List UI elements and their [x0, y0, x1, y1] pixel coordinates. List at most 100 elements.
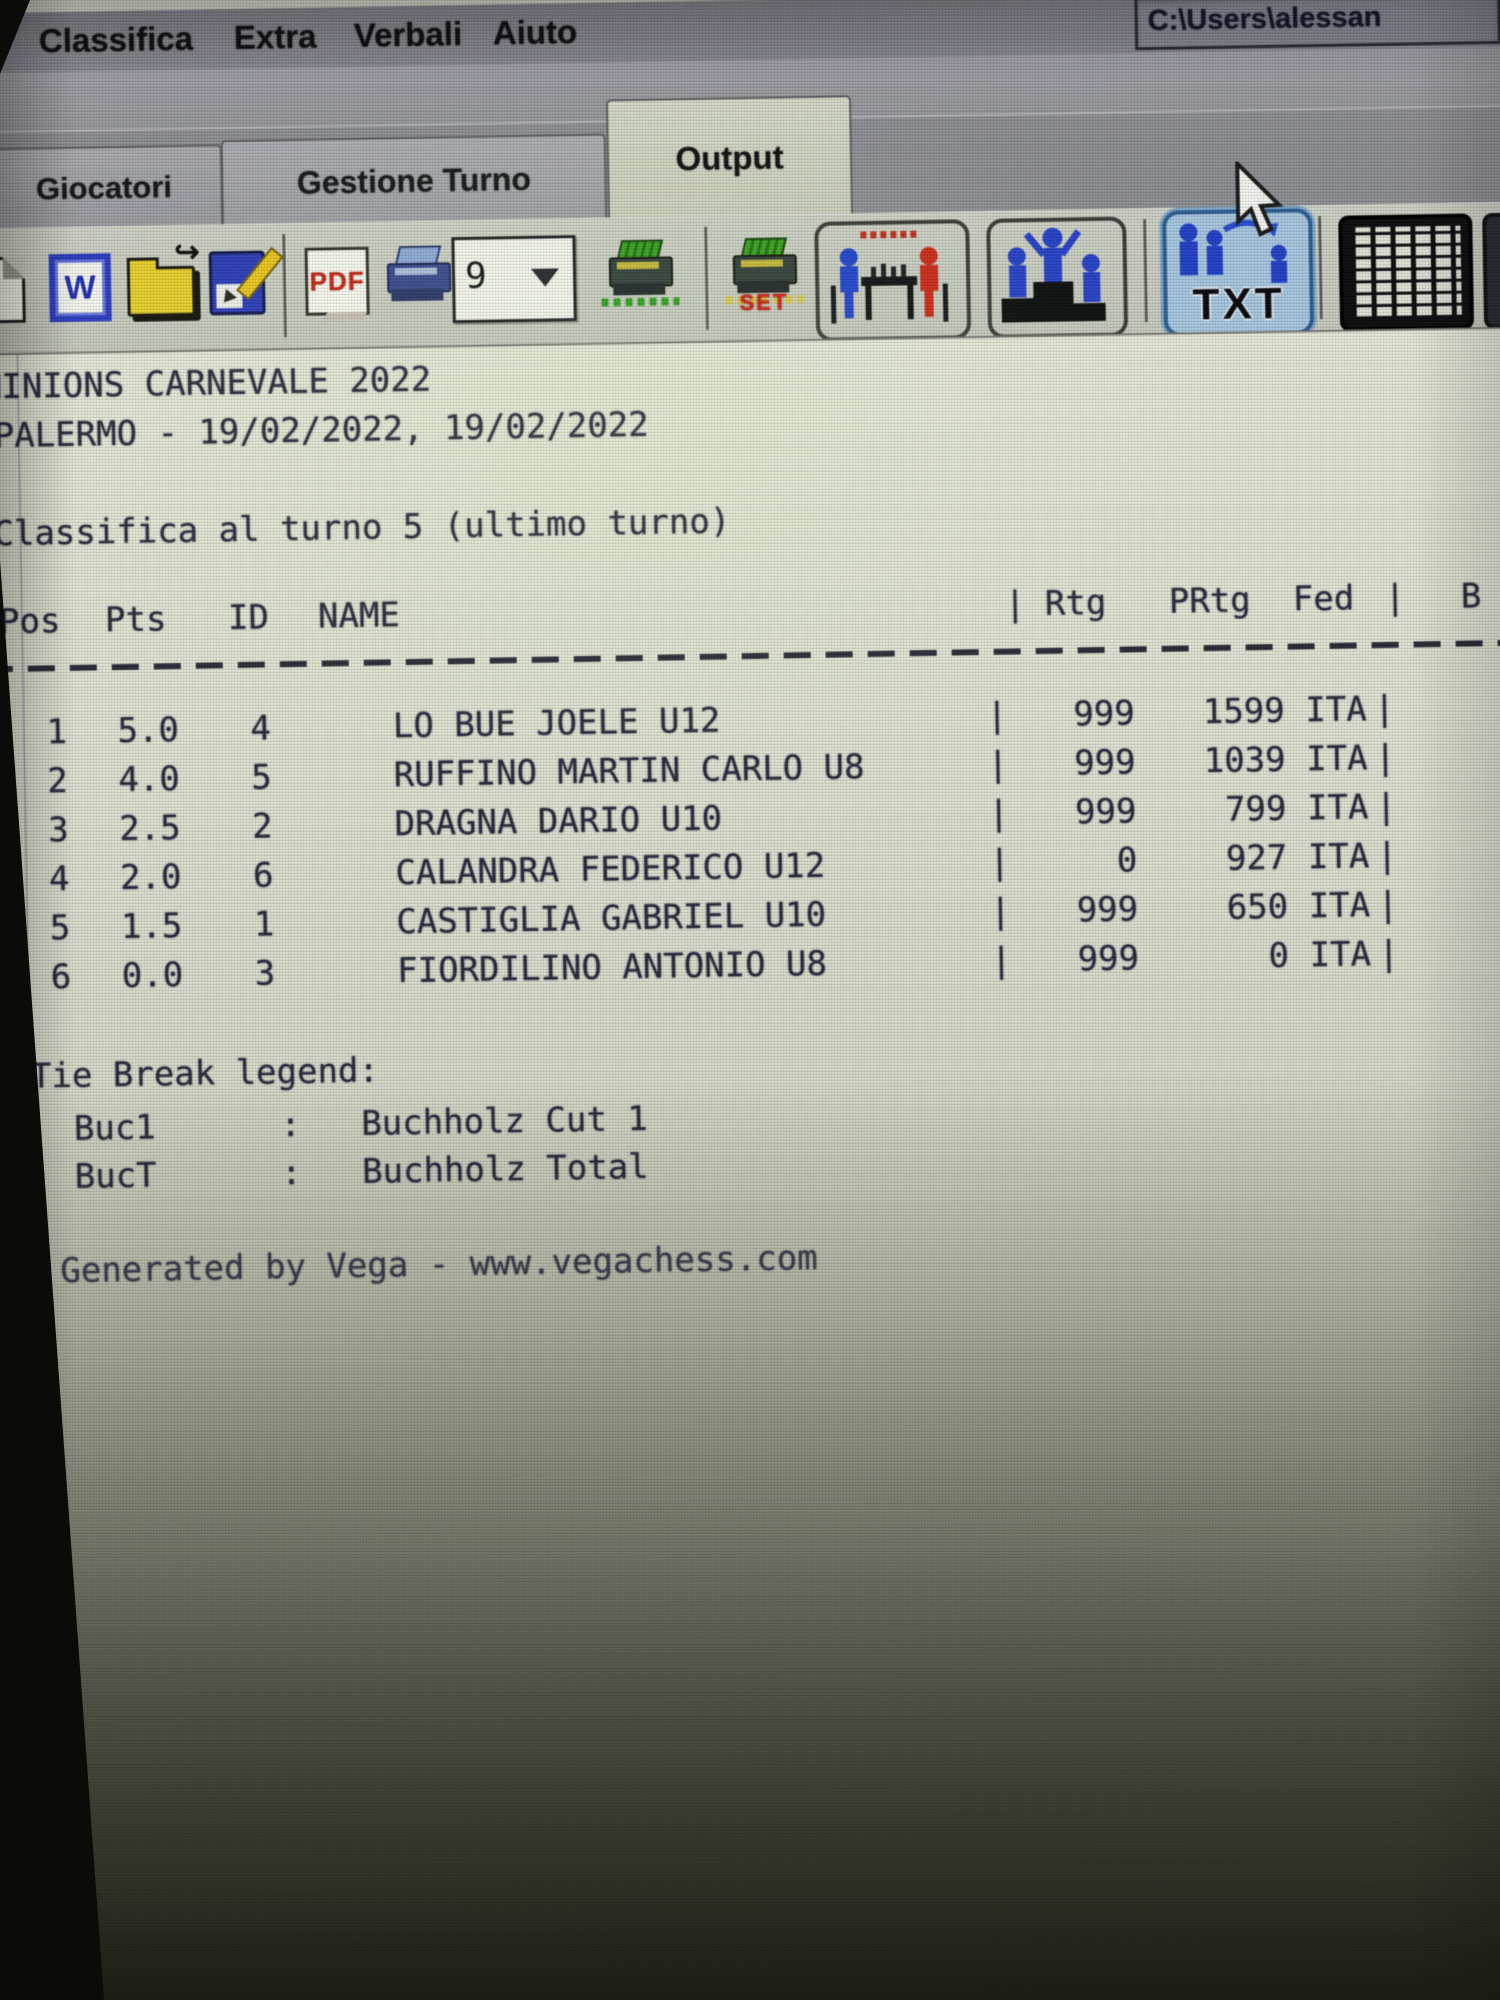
podium-graphic [1001, 227, 1106, 323]
toolbar-separator [704, 226, 710, 330]
cell-id: 4 [250, 708, 272, 749]
pdf-icon-label: PDF [309, 265, 365, 297]
cell-rtg: 999 [1073, 693, 1136, 735]
cell-prtg: 650 [1226, 886, 1289, 928]
podium-standings-icon[interactable] [986, 216, 1129, 339]
folder-arrow-glyph: ↪ [174, 235, 200, 270]
selector-value: 9 [464, 255, 488, 297]
tiebreak-list: Buc1 : Buchholz Cut 1 BucT : Buchholz To… [9, 1095, 649, 1202]
cell-id: 1 [253, 904, 275, 945]
txt-label: TXT [1192, 278, 1286, 330]
cell-rtg: 999 [1077, 938, 1140, 980]
cell-rtg: 999 [1073, 742, 1136, 784]
cell-prtg: 1039 [1203, 739, 1286, 782]
cell-bar: | [989, 842, 1011, 883]
report-heading: Classifica al turno 5 (ultimo turno) [0, 501, 731, 555]
tiebreak-heading: Tie Break legend: [30, 1050, 380, 1097]
pdf-export-icon[interactable]: PDF [304, 246, 370, 316]
report-footer: Generated by Vega - www.vegachess.com [59, 1237, 818, 1292]
print-icon[interactable] [385, 245, 452, 318]
mouse-cursor-icon [1235, 160, 1284, 237]
cell-name: FIORDILINO ANTONIO U8 [396, 943, 828, 992]
toolbar-separator [1143, 219, 1148, 323]
cell-prtg: 799 [1224, 788, 1287, 830]
tiebreak-colon: : [280, 1152, 302, 1194]
crosstable-grid-icon[interactable] [1338, 213, 1475, 332]
cell-rtg: 0 [1116, 840, 1138, 881]
word-export-icon[interactable]: W [48, 253, 112, 323]
print-round-selector[interactable]: 9 [451, 235, 577, 324]
col-header-id: ID [227, 597, 270, 639]
cell-id: 2 [251, 806, 273, 847]
tiebreak-abbr: BucT [74, 1155, 157, 1197]
chevron-down-icon[interactable] [530, 268, 560, 301]
menu-item-verbali[interactable]: Verbali [353, 15, 463, 54]
output-text-area[interactable]: MINIONS CARNEVALE 2022 PALERMO - 19/02/2… [0, 326, 1500, 2000]
menu-item-extra[interactable]: Extra [233, 17, 317, 56]
cell-id: 6 [252, 855, 274, 896]
cell-pts: 4.0 [118, 759, 181, 801]
cell-pts: 0.0 [121, 955, 184, 997]
pencil-shape [236, 246, 284, 301]
column-bar: | [1004, 584, 1026, 625]
grid-cells [1350, 225, 1462, 320]
cell-fed: ITA [1307, 836, 1370, 878]
cell-bar: | [1377, 884, 1399, 926]
cell-pts: 5.0 [117, 710, 180, 752]
cell-pts: 1.5 [120, 906, 183, 948]
pairings-board-icon[interactable] [814, 219, 972, 342]
cell-bar: | [989, 891, 1012, 932]
col-header-rtg: Rtg [1044, 582, 1107, 624]
cell-fed: ITA [1308, 885, 1371, 927]
cell-bar: | [990, 940, 1012, 981]
cell-rtg: 999 [1076, 889, 1139, 931]
tab-gestione-turno[interactable]: Gestione Turno [220, 133, 608, 227]
report-subtitle: PALERMO - 19/02/2022, 19/02/2022 [0, 404, 650, 457]
toolbar-separator [1318, 216, 1323, 320]
cell-bar: | [1378, 933, 1400, 975]
cell-bar: | [1375, 786, 1397, 828]
cell-prtg: 1599 [1202, 690, 1286, 733]
cell-rtg: 999 [1074, 791, 1137, 833]
cell-fed: ITA [1309, 934, 1372, 976]
tiebreak-abbr: Buc1 [73, 1107, 157, 1149]
tiebreak-entry: BucT : Buchholz Total [10, 1143, 649, 1202]
dashed-rule [0, 639, 1500, 673]
menu-item-aiuto[interactable]: Aiuto [492, 13, 578, 52]
save-edit-icon[interactable] [208, 246, 284, 316]
tiebreak-desc: Buchholz Total [361, 1146, 649, 1192]
col-header-name: NAME [317, 595, 401, 637]
col-header-pts: Pts [104, 599, 167, 641]
cell-bar: | [1376, 835, 1398, 877]
file-path-box: C:\Users\alessan [1134, 0, 1500, 51]
cell-pts: 2.5 [118, 808, 181, 850]
cell-pts: 2.0 [119, 857, 182, 899]
cell-prtg: 0 [1268, 935, 1290, 977]
tiebreak-desc: Buchholz Cut 1 [360, 1098, 649, 1144]
tab-giocatori[interactable]: Giocatori [0, 144, 224, 231]
col-header-fed: Fed [1292, 578, 1355, 620]
cell-bar: | [987, 744, 1009, 785]
tiebreak-colon: : [279, 1104, 302, 1146]
open-folder-icon[interactable]: ↪ [126, 236, 200, 317]
cell-id: 5 [250, 757, 273, 798]
tab-output[interactable]: Output [605, 95, 854, 220]
col-header-pos: Pos [0, 601, 61, 643]
file-path-text: C:\Users\alessan [1147, 0, 1382, 38]
cell-prtg: 927 [1225, 837, 1288, 879]
clipped-toolbar-icon[interactable] [1482, 212, 1500, 330]
cell-bar: | [988, 793, 1010, 834]
cell-bar: | [1374, 737, 1396, 779]
set-label: SET [739, 289, 789, 316]
print-report-icon[interactable] [601, 239, 680, 312]
col-header-buc-partial: B [1460, 576, 1482, 617]
toolbar-separator [282, 234, 288, 338]
new-document-icon[interactable] [0, 256, 26, 324]
standings-rows: 1 5.0 4 LO BUE JOELE U12 | 999 1599 ITA … [0, 683, 1500, 1004]
report-title: MINIONS CARNEVALE 2022 [0, 359, 432, 408]
menu-item-classifica[interactable]: Classifica [38, 19, 194, 60]
print-settings-icon[interactable]: SET [725, 237, 804, 315]
players-at-board-graphic [830, 230, 949, 324]
